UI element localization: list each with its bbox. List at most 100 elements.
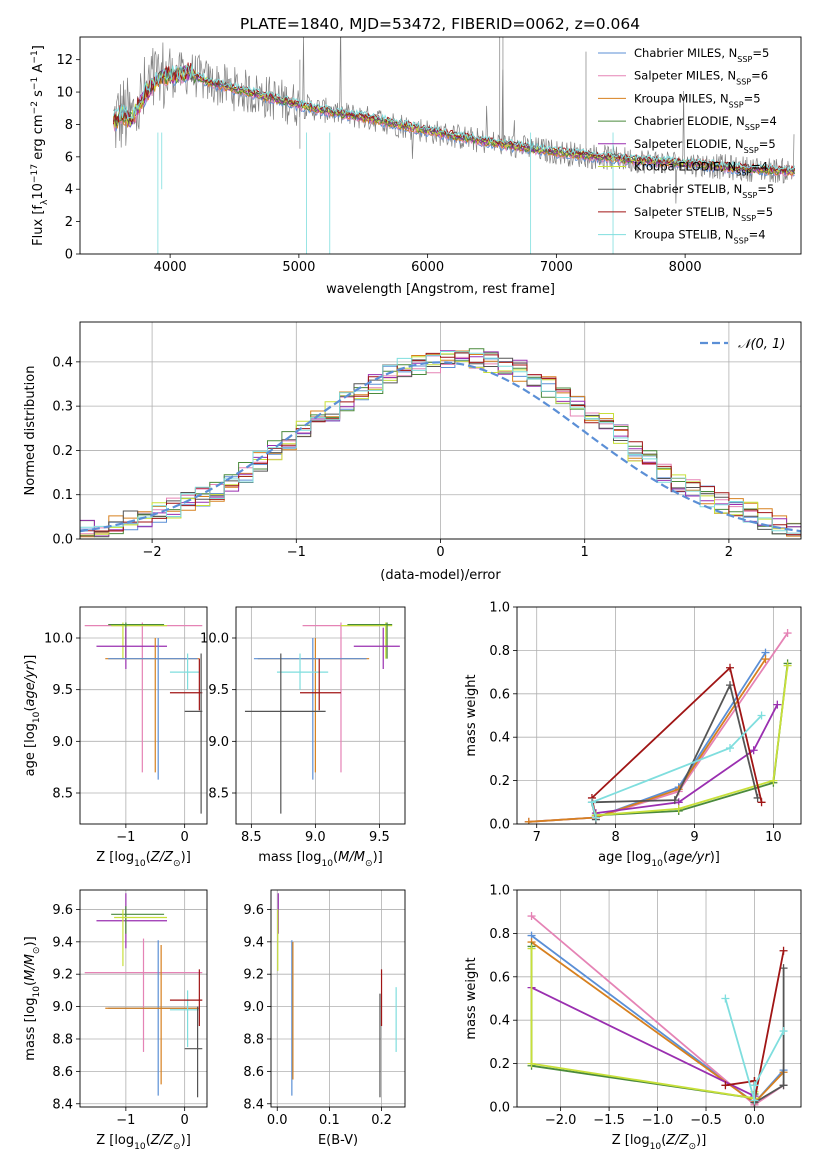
- y-tick-label: 9.6: [243, 903, 264, 918]
- y-tick-label: 9.0: [52, 735, 73, 750]
- x-tick-label: 5000: [282, 260, 315, 275]
- plot-area: [113, 37, 796, 254]
- legend-label: Kroupa MILES, NSSP=5: [634, 91, 761, 109]
- y-tick-label: 0.4: [52, 355, 73, 370]
- x-tick-label: 0: [181, 830, 189, 845]
- weight-series-line: [531, 986, 756, 1098]
- plot-area: [527, 912, 788, 1107]
- residuals-panel: −2 −1 0 1 2 0.0 0.1 0.2 0.3 0.4 (data-model)/error…: [23, 321, 802, 583]
- x-axis-label: Z [log10(Z/Z⊙)]: [96, 850, 191, 869]
- x-tick-label: −2.0: [545, 1113, 577, 1128]
- y-tick-label: 9.5: [52, 683, 73, 698]
- x-tick-label: 8: [611, 830, 619, 845]
- spectrum-panel: 4000 5000 6000 7000 8000 0 2 4 6 8 10 12 wavelength …: [30, 36, 802, 297]
- x-tick-label: −1: [287, 545, 306, 560]
- weight-point-marker: [761, 655, 770, 664]
- error-bar: [84, 938, 203, 1052]
- x-tick-label: 8000: [669, 260, 702, 275]
- error-bar: [114, 909, 168, 967]
- error-bar: [347, 622, 393, 659]
- x-tick-label: −0.5: [690, 1113, 722, 1128]
- error-bar: [169, 658, 203, 711]
- y-tick-label: 4: [65, 183, 73, 198]
- weight-point-marker: [757, 711, 766, 720]
- y-tick-label: 8.4: [52, 1097, 73, 1112]
- y-tick-label: 8: [65, 118, 73, 133]
- legend-label: Salpeter MILES, NSSP=6: [634, 69, 768, 87]
- weight-point-marker: [670, 796, 679, 805]
- weight-series-line: [595, 665, 789, 817]
- weight-point-marker: [769, 776, 778, 785]
- axes-frame: [516, 606, 802, 825]
- mass-vs-reddening-panel: 0.0 0.1 0.2 8.4 8.6 8.8 9.0 9.2 9.4 9.6 E(B-V): [243, 889, 406, 1148]
- x-tick-label: 0.2: [371, 1113, 392, 1128]
- grid: [517, 606, 801, 825]
- y-tick-label: 0.6: [489, 687, 510, 702]
- y-tick-label: 0.2: [489, 774, 510, 789]
- y-tick-label: 8.5: [208, 787, 229, 802]
- y-tick-label: 0.3: [52, 400, 73, 415]
- x-tick-label: 0.0: [744, 1113, 765, 1128]
- y-tick-label: 10.0: [200, 632, 229, 647]
- y-tick-label: 9.4: [52, 935, 73, 950]
- x-tick-label: 4000: [154, 260, 187, 275]
- x-axis-label: wavelength [Angstrom, rest frame]: [326, 282, 555, 297]
- y-tick-label: 0.2: [52, 444, 73, 459]
- plot-area: [80, 348, 801, 539]
- y-axis-label: mass weight: [464, 957, 479, 1039]
- y-tick-label: 10: [56, 86, 73, 101]
- x-tick-label: 0: [181, 1113, 189, 1128]
- y-tick-label: 9.0: [52, 1000, 73, 1015]
- x-tick-label: 10: [765, 830, 782, 845]
- x-tick-label: −1.0: [642, 1113, 674, 1128]
- y-tick-label: 0.8: [489, 927, 510, 942]
- plot-area: [524, 629, 792, 824]
- x-tick-label: 7: [533, 830, 541, 845]
- weight-point-marker: [587, 798, 596, 807]
- model-spectrum-line: [113, 63, 796, 172]
- plot-area: [277, 893, 397, 1098]
- x-tick-label: 6000: [411, 260, 444, 275]
- weight-series-line: [590, 714, 763, 818]
- weight-point-marker: [527, 944, 536, 953]
- weight-point-marker: [524, 817, 533, 824]
- weight-point-marker: [783, 661, 792, 670]
- plot-area: [84, 893, 203, 1098]
- y-tick-label: 8.8: [52, 1032, 73, 1047]
- y-tick-label: 8.6: [243, 1065, 264, 1080]
- error-bar: [184, 653, 203, 814]
- weight-point-marker: [779, 1081, 788, 1090]
- weight-point-marker: [721, 1081, 730, 1090]
- error-bar: [111, 906, 165, 934]
- y-tick-label: 2: [65, 215, 73, 230]
- weight-point-marker: [527, 1059, 536, 1068]
- age-vs-metallicity-panel: −1 0 8.5 9.0 9.5 10.0 Z [log10(Z/Z⊙)] age [log1…: [23, 606, 208, 869]
- x-tick-label: 0: [436, 545, 444, 560]
- x-tick-label: 9.5: [369, 830, 390, 845]
- weight-point-marker: [750, 1081, 759, 1090]
- error-bar: [353, 627, 400, 669]
- error-bar: [108, 940, 200, 1096]
- grid: [80, 607, 207, 824]
- y-axis-label: mass [log10(M/M⊙)]: [23, 936, 42, 1060]
- y-tick-label: 0: [65, 248, 73, 263]
- x-axis-label: (data-model)/error: [380, 568, 501, 583]
- axes-frame: [79, 889, 208, 1108]
- x-axis-label: mass [log10(M/M⊙)]: [258, 850, 382, 869]
- axes-frame: [270, 889, 406, 1108]
- y-tick-label: 0.1: [52, 488, 73, 503]
- x-axis-label: Z [log10(Z/Z⊙)]: [612, 1133, 707, 1152]
- weight-point-marker: [726, 681, 734, 690]
- error-bar: [105, 945, 200, 1085]
- weight-point-marker: [757, 798, 766, 807]
- axes-frame: [79, 321, 802, 540]
- y-tick-label: 9.0: [208, 735, 229, 750]
- error-bar: [253, 638, 367, 780]
- normal-curve: [80, 361, 801, 533]
- y-tick-label: 12: [56, 53, 73, 68]
- weight-point-marker: [779, 1027, 788, 1036]
- error-bar: [184, 1006, 203, 1098]
- x-tick-label: 1: [581, 545, 589, 560]
- y-tick-label: 10.0: [44, 632, 73, 647]
- weight-point-marker: [591, 813, 600, 822]
